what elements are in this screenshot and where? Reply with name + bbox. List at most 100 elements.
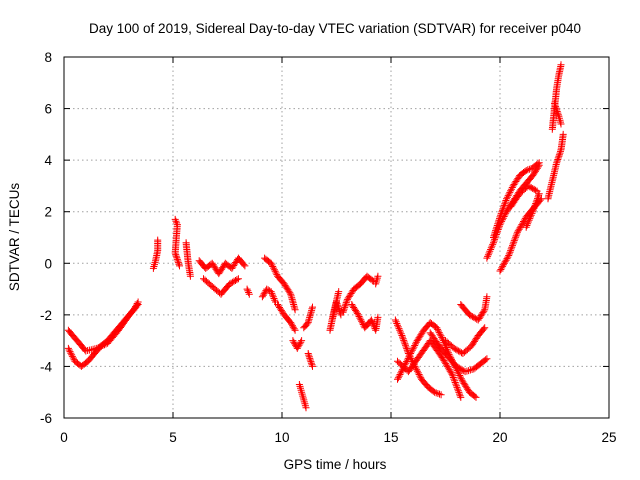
data-point bbox=[487, 244, 495, 252]
data-point bbox=[506, 188, 514, 196]
data-point bbox=[479, 309, 487, 317]
data-point bbox=[522, 223, 530, 231]
data-point bbox=[154, 236, 162, 244]
data-point bbox=[409, 345, 417, 353]
data-point bbox=[513, 228, 521, 236]
y-tick-label: 4 bbox=[44, 153, 52, 168]
data-point bbox=[438, 333, 446, 341]
data-point bbox=[270, 264, 278, 272]
data-point bbox=[481, 324, 489, 332]
data-point bbox=[497, 210, 505, 218]
data-point bbox=[554, 154, 562, 162]
data-point bbox=[519, 219, 527, 227]
data-point bbox=[269, 293, 277, 301]
data-point bbox=[449, 374, 457, 381]
data-point bbox=[231, 260, 239, 268]
data-point bbox=[487, 246, 495, 253]
data-point bbox=[534, 195, 541, 203]
data-point bbox=[498, 206, 506, 214]
data-point bbox=[394, 375, 401, 383]
data-point bbox=[503, 255, 511, 263]
data-point bbox=[270, 266, 278, 274]
data-point bbox=[270, 295, 278, 302]
data-point bbox=[441, 358, 449, 366]
data-point bbox=[348, 301, 356, 308]
data-point bbox=[263, 285, 271, 293]
data-point bbox=[514, 175, 522, 183]
data-point bbox=[267, 259, 275, 267]
data-point bbox=[465, 367, 473, 375]
data-point bbox=[454, 387, 462, 395]
data-point bbox=[298, 337, 306, 345]
data-point bbox=[559, 130, 567, 138]
x-tick-label: 5 bbox=[169, 430, 177, 445]
data-point bbox=[499, 262, 507, 270]
data-point bbox=[399, 335, 407, 343]
data-point bbox=[515, 225, 523, 233]
x-tick-label: 25 bbox=[601, 430, 616, 445]
data-point bbox=[226, 280, 234, 288]
data-markers bbox=[64, 61, 567, 412]
data-point bbox=[395, 325, 403, 333]
data-point bbox=[394, 323, 402, 331]
data-point bbox=[394, 374, 402, 382]
data-point bbox=[307, 359, 315, 367]
data-point bbox=[476, 313, 484, 321]
data-point bbox=[309, 362, 316, 370]
data-point bbox=[448, 370, 456, 378]
data-point bbox=[334, 303, 342, 311]
data-point bbox=[497, 211, 505, 219]
y-tick-label: 6 bbox=[44, 102, 52, 117]
data-point bbox=[392, 318, 400, 326]
data-point bbox=[407, 350, 415, 357]
data-point bbox=[551, 101, 559, 109]
data-point bbox=[358, 319, 366, 327]
data-point bbox=[69, 354, 77, 362]
data-point bbox=[531, 169, 539, 177]
data-point bbox=[512, 232, 520, 240]
data-point bbox=[483, 293, 491, 301]
data-point bbox=[482, 356, 490, 364]
data-point bbox=[530, 185, 538, 193]
data-point bbox=[233, 276, 241, 284]
data-point bbox=[500, 201, 508, 209]
data-point bbox=[68, 351, 76, 359]
data-point bbox=[335, 306, 343, 314]
data-point bbox=[408, 346, 416, 354]
data-point bbox=[532, 198, 540, 206]
data-point bbox=[398, 367, 406, 375]
data-point bbox=[521, 168, 529, 175]
data-point bbox=[227, 279, 235, 287]
data-point bbox=[524, 220, 532, 228]
data-point bbox=[400, 338, 408, 346]
data-point bbox=[232, 277, 239, 284]
data-point bbox=[407, 348, 415, 356]
y-tick-label: 2 bbox=[44, 205, 52, 220]
chart-title: Day 100 of 2019, Sidereal Day-to-day VTE… bbox=[89, 21, 581, 36]
data-point bbox=[447, 369, 455, 377]
data-point bbox=[298, 388, 306, 396]
data-point bbox=[505, 250, 513, 258]
data-point bbox=[527, 211, 535, 219]
data-point bbox=[414, 369, 422, 377]
data-point bbox=[413, 366, 421, 374]
data-point bbox=[342, 299, 350, 307]
data-point bbox=[456, 372, 464, 379]
data-point bbox=[67, 349, 75, 357]
data-point bbox=[463, 384, 471, 392]
data-point bbox=[96, 343, 104, 351]
data-point bbox=[405, 353, 413, 361]
data-point bbox=[535, 191, 543, 199]
data-point bbox=[240, 261, 248, 269]
data-point bbox=[444, 363, 451, 371]
data-point bbox=[517, 222, 525, 230]
data-point bbox=[429, 387, 437, 395]
data-point bbox=[532, 200, 540, 207]
y-tick-labels: -6 -4 -2 0 2 4 6 8 bbox=[40, 50, 53, 426]
data-point bbox=[450, 344, 458, 352]
data-point bbox=[272, 269, 280, 277]
data-point bbox=[150, 263, 158, 270]
data-point bbox=[374, 272, 382, 280]
data-point bbox=[434, 390, 442, 397]
data-point bbox=[291, 306, 299, 314]
